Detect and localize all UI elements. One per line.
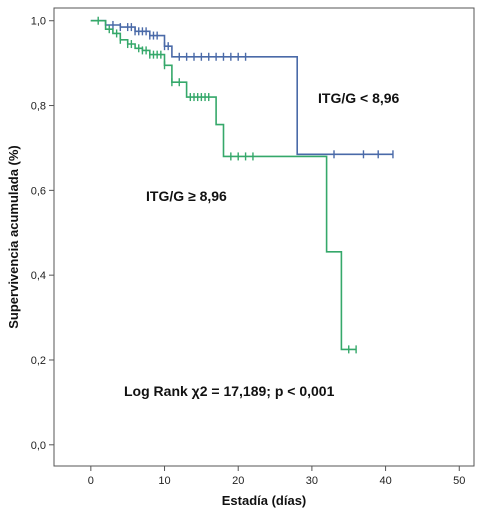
x-tick-label: 30 [306,475,318,487]
survival-curve-low [90,19,393,156]
x-tick-label: 0 [88,475,94,487]
x-axis: 0 10 20 30 40 50 [88,466,465,487]
annotation-group-high: ITG/G ≥ 8,96 [146,188,227,204]
y-tick-label: 0,2 [31,355,46,367]
y-tick-label: 1,0 [31,16,46,28]
x-tick-label: 20 [232,475,244,487]
x-axis-title: Estadía (días) [222,493,307,508]
y-tick-label: 0,0 [31,440,46,452]
y-tick-label: 0,4 [31,270,46,282]
series-layer [90,16,394,354]
annotation-group-low: ITG/G < 8,96 [318,90,400,106]
y-axis: 0,0 0,2 0,4 0,6 0,8 1,0 [31,16,54,452]
y-tick-label: 0,6 [31,185,46,197]
annotation-log-rank: Log Rank χ2 = 17,189; p < 0,001 [124,383,335,399]
x-tick-label: 10 [158,475,170,487]
x-tick-label: 40 [379,475,391,487]
survival-curve-high [90,19,357,351]
y-axis-title: Supervivencia acumulada (%) [6,145,21,329]
plot-frame [53,7,475,467]
y-tick-label: 0,8 [31,101,46,113]
x-tick-label: 50 [453,475,465,487]
